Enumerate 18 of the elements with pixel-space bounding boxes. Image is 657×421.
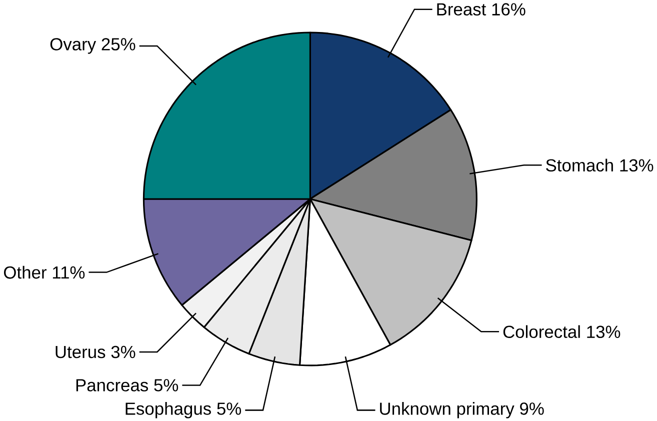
slice-label: Other [4,266,47,278]
data-label: 5% [154,378,178,392]
data-label: 11% [52,266,85,278]
data-label: 16% [492,2,526,16]
data-label: 5% [217,402,242,415]
slice-label: Esophagus [126,402,211,418]
slice-label: Breast [437,3,486,16]
slice-label: Unknown primary [380,402,514,418]
data-label: 25% [102,38,136,50]
slice-label: Pancreas [76,379,148,392]
data-label: 13% [620,158,654,172]
slice-label: Uterus [56,346,106,358]
slice-label: Colorectal [503,324,580,338]
data-label: 3% [111,346,136,358]
data-label: 13% [587,325,620,338]
slice-label: Ovary [50,38,96,54]
slice-label: Stomach [546,158,613,172]
data-label: 9% [520,402,544,415]
